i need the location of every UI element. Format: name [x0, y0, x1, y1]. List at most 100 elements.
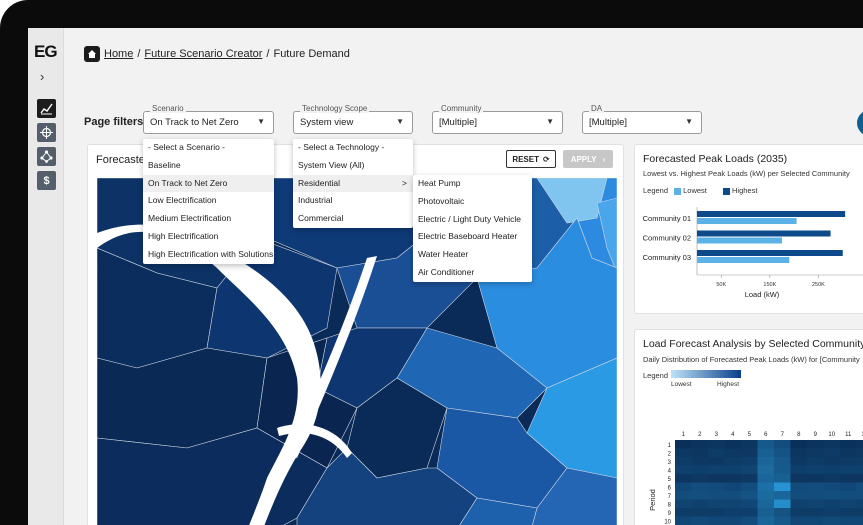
technology-option-label: Residential [298, 177, 341, 188]
residential-option[interactable]: Electric Baseboard Heater [418, 231, 518, 242]
heatmap-cell [774, 440, 791, 449]
heatmap-cell [724, 516, 741, 525]
heatmap-cell [708, 448, 725, 457]
load-forecast-heatmap: 1234567891011121312345678910111213Period [648, 432, 863, 525]
heatmap-cell [774, 482, 791, 491]
scenario-option[interactable]: High Electrification [148, 230, 219, 241]
heatmap-cell [724, 448, 741, 457]
heatmap-cell [774, 465, 791, 474]
heatmap-cell [757, 457, 774, 466]
apply-button[interactable]: APPLY › [563, 150, 613, 168]
heatmap-cell [807, 448, 824, 457]
residential-option[interactable]: Water Heater [418, 249, 469, 260]
heatmap-cell [840, 508, 857, 517]
community-select-value: [Multiple] [439, 117, 478, 128]
river-branch [287, 256, 377, 458]
heatmap-cell [675, 516, 692, 525]
technology-option[interactable]: System View (All) [298, 159, 365, 170]
residential-option[interactable]: Electric / Light Duty Vehicle [418, 213, 521, 224]
residential-option[interactable]: Photovoltaic [418, 195, 465, 206]
chevron-right-icon: > [402, 177, 407, 188]
technology-option-residential[interactable]: Residential > [293, 174, 413, 193]
heatmap-x-label: 7 [781, 432, 785, 438]
heatmap-cell [774, 474, 791, 483]
heatmap-x-label: 3 [715, 432, 719, 438]
heatmap-cell [724, 474, 741, 483]
scenario-option[interactable]: Medium Electrification [148, 213, 232, 224]
heatmap-cell [840, 499, 857, 508]
heatmap-cell [807, 440, 824, 449]
da-select-value: [Multiple] [589, 117, 628, 128]
heatmap-cell [790, 516, 807, 525]
heatmap-cell [708, 465, 725, 474]
heatmap-legend-lowest: Lowest [671, 381, 692, 388]
heatmap-cell [807, 508, 824, 517]
residential-option[interactable]: Heat Pump [418, 178, 461, 188]
heatmap-cell [790, 499, 807, 508]
heatmap-cell [741, 465, 758, 474]
scenario-option[interactable]: Low Electrification [148, 195, 217, 206]
scenario-option[interactable]: Baseline [148, 159, 181, 170]
heatmap-cell [840, 474, 857, 483]
breadcrumb-scenario-creator[interactable]: Future Scenario Creator [144, 48, 263, 60]
breadcrumb-home[interactable]: Home [104, 48, 134, 60]
map-region [532, 467, 617, 525]
heatmap-cell [724, 508, 741, 517]
bar-lowest [697, 218, 797, 224]
scenario-select-value: On Track to Net Zero [150, 117, 239, 128]
river-branch [277, 424, 352, 458]
help-button[interactable] [857, 110, 863, 136]
heatmap-cell [823, 499, 840, 508]
heatmap-cell [790, 474, 807, 483]
bar-highest [697, 230, 831, 237]
heatmap-cell [708, 516, 725, 525]
technology-dropdown-menu: - Select a Technology - System View (All… [293, 139, 413, 228]
heatmap-y-label: 7 [668, 494, 672, 500]
peak-loads-card: Forecasted Peak Loads (2035) Lowest vs. … [634, 144, 863, 314]
home-icon[interactable] [84, 46, 100, 62]
breadcrumb: Home / Future Scenario Creator / Future … [84, 46, 350, 62]
heatmap-cell [807, 457, 824, 466]
heatmap-cell [790, 457, 807, 466]
scenario-option[interactable]: High Electrification with Solutions [148, 248, 274, 259]
heatmap-cell [724, 457, 741, 466]
heatmap-cell [757, 440, 774, 449]
community-select[interactable]: Community [Multiple] ▼ [432, 104, 563, 134]
heatmap-cell [823, 482, 840, 491]
heatmap-cell [823, 448, 840, 457]
heatmap-cell [691, 482, 708, 491]
technology-option[interactable]: Commercial [298, 213, 344, 224]
heatmap-cell [856, 499, 863, 508]
residential-option[interactable]: Air Conditioner [418, 266, 475, 277]
peak-loads-subtitle: Lowest vs. Highest Peak Loads (kW) per S… [643, 169, 850, 178]
community-select-label: Community [439, 104, 484, 113]
scenario-select[interactable]: Scenario On Track to Net Zero ▼ [143, 104, 274, 134]
heatmap-x-label: 8 [797, 432, 801, 438]
dollar-icon[interactable]: $ [37, 171, 56, 190]
heatmap-cell [774, 457, 791, 466]
technology-option[interactable]: Industrial [298, 195, 333, 206]
heatmap-cell [691, 474, 708, 483]
expand-rail-icon[interactable]: › [40, 69, 45, 84]
heatmap-cell [724, 482, 741, 491]
technology-option[interactable]: - Select a Technology - [298, 142, 385, 152]
da-select[interactable]: DA [Multiple] ▼ [582, 104, 702, 134]
heatmap-cell [823, 491, 840, 500]
target-icon[interactable] [37, 123, 56, 142]
network-icon[interactable] [37, 147, 56, 166]
reset-button[interactable]: RESET ⟳ [506, 150, 556, 168]
heatmap-cell [774, 516, 791, 525]
technology-scope-select[interactable]: Technology Scope System view ▼ [293, 104, 413, 134]
bar-lowest [697, 257, 790, 263]
heatmap-cell [856, 482, 863, 491]
chart-icon[interactable] [37, 99, 56, 118]
breadcrumb-separator: / [137, 48, 141, 60]
scenario-option-selected[interactable]: On Track to Net Zero [143, 174, 274, 193]
heatmap-cell [741, 440, 758, 449]
legend-highest: Highest [731, 186, 758, 195]
scenario-option[interactable]: - Select a Scenario - [148, 142, 226, 152]
bar-highest [697, 211, 846, 217]
heatmap-cell [724, 440, 741, 449]
load-forecast-legend-label: Legend [643, 371, 669, 380]
heatmap-cell [823, 457, 840, 466]
